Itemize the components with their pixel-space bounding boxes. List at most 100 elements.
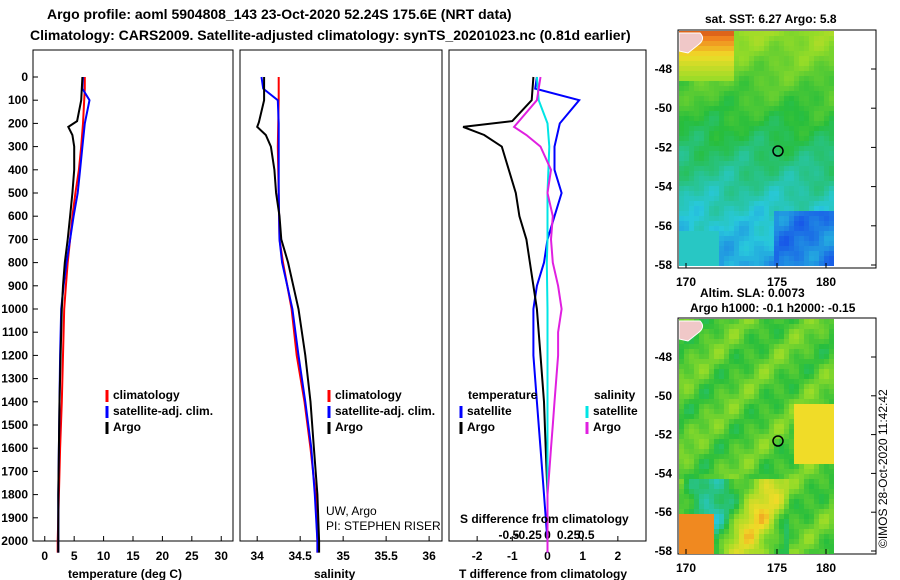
heatmap-cell	[799, 126, 804, 131]
heatmap-cell	[724, 186, 729, 191]
heatmap-cell	[754, 399, 759, 404]
heatmap-cell	[829, 141, 834, 146]
heatmap-cell	[799, 201, 804, 206]
heatmap-cell	[689, 419, 694, 424]
heatmap-cell	[709, 379, 714, 384]
heatmap-cell	[819, 101, 824, 106]
heatmap-cell	[734, 96, 739, 101]
heatmap-cell	[749, 241, 754, 246]
heatmap-cell	[734, 256, 739, 261]
heatmap-cell	[739, 91, 744, 96]
heatmap-cell	[829, 494, 834, 499]
heatmap-cell	[684, 151, 689, 156]
heatmap-cell	[749, 344, 754, 349]
heatmap-cell	[769, 369, 774, 374]
heatmap-cell	[819, 121, 824, 126]
heatmap-cell	[829, 91, 834, 96]
heatmap-cell	[769, 504, 774, 509]
heatmap-cell	[789, 384, 794, 389]
heatmap-cell	[764, 464, 769, 469]
heatmap-cell	[714, 499, 719, 504]
heatmap-cell	[814, 76, 819, 81]
heatmap-cell	[824, 181, 829, 186]
heatmap-cell	[714, 221, 719, 226]
t-difference-label: T difference from climatology	[459, 567, 627, 580]
heatmap-cell	[794, 429, 799, 434]
heatmap-cell	[779, 111, 784, 116]
heatmap-cell	[769, 106, 774, 111]
heatmap-cell	[804, 66, 809, 71]
heatmap-cell	[759, 31, 764, 36]
heatmap-cell	[829, 146, 834, 151]
heatmap-cell	[819, 344, 824, 349]
heatmap-cell	[694, 544, 699, 549]
heatmap-cell	[769, 549, 774, 554]
heatmap-cell	[784, 81, 789, 86]
heatmap-cell	[799, 146, 804, 151]
heatmap-cell	[739, 116, 744, 121]
heatmap-cell	[814, 429, 819, 434]
heatmap-cell	[769, 459, 774, 464]
heatmap-cell	[809, 171, 814, 176]
heatmap-cell	[764, 354, 769, 359]
heatmap-cell	[744, 246, 749, 251]
heatmap-cell	[689, 71, 694, 76]
heatmap-cell	[684, 201, 689, 206]
heatmap-cell	[714, 459, 719, 464]
heatmap-cell	[774, 51, 779, 56]
heatmap-cell	[754, 414, 759, 419]
heatmap-cell	[724, 161, 729, 166]
imos-stamp: ©IMOS 28-Oct-2020 11:42:42	[876, 389, 890, 548]
heatmap-cell	[754, 76, 759, 81]
heatmap-cell	[709, 364, 714, 369]
heatmap-cell	[694, 474, 699, 479]
heatmap-cell	[824, 544, 829, 549]
heatmap-cell	[684, 106, 689, 111]
heatmap-cell	[809, 36, 814, 41]
heatmap-cell	[749, 449, 754, 454]
heatmap-cell	[719, 464, 724, 469]
heatmap-cell	[804, 499, 809, 504]
heatmap-cell	[829, 226, 834, 231]
heatmap-cell	[779, 534, 784, 539]
heatmap-cell	[754, 394, 759, 399]
heatmap-cell	[809, 359, 814, 364]
heatmap-cell	[779, 539, 784, 544]
heatmap-cell	[774, 91, 779, 96]
heatmap-cell	[734, 156, 739, 161]
heatmap-cell	[684, 216, 689, 221]
heatmap-cell	[709, 519, 714, 524]
heatmap-cell	[734, 479, 739, 484]
heatmap-cell	[749, 519, 754, 524]
heatmap-cell	[709, 116, 714, 121]
heatmap-cell	[814, 549, 819, 554]
heatmap-cell	[709, 514, 714, 519]
heatmap-cell	[799, 41, 804, 46]
heatmap-cell	[794, 251, 799, 256]
heatmap-cell	[744, 201, 749, 206]
heatmap-cell	[799, 196, 804, 201]
heatmap-cell	[794, 211, 799, 216]
heatmap-cell	[714, 469, 719, 474]
heatmap-cell	[819, 106, 824, 111]
heatmap-cell	[819, 389, 824, 394]
heatmap-cell	[809, 201, 814, 206]
heatmap-cell	[684, 166, 689, 171]
heatmap-cell	[769, 364, 774, 369]
heatmap-cell	[739, 334, 744, 339]
heatmap-cell	[799, 324, 804, 329]
heatmap-cell	[704, 81, 709, 86]
heatmap-cell	[799, 429, 804, 434]
heatmap-cell	[774, 126, 779, 131]
heatmap-cell	[779, 221, 784, 226]
heatmap-cell	[829, 514, 834, 519]
heatmap-cell	[679, 171, 684, 176]
heatmap-cell	[774, 519, 779, 524]
heatmap-cell	[709, 56, 714, 61]
heatmap-cell	[824, 206, 829, 211]
heatmap-cell	[799, 439, 804, 444]
heatmap-cell	[804, 151, 809, 156]
heatmap-cell	[719, 206, 724, 211]
heatmap-cell	[729, 246, 734, 251]
heatmap-cell	[739, 111, 744, 116]
